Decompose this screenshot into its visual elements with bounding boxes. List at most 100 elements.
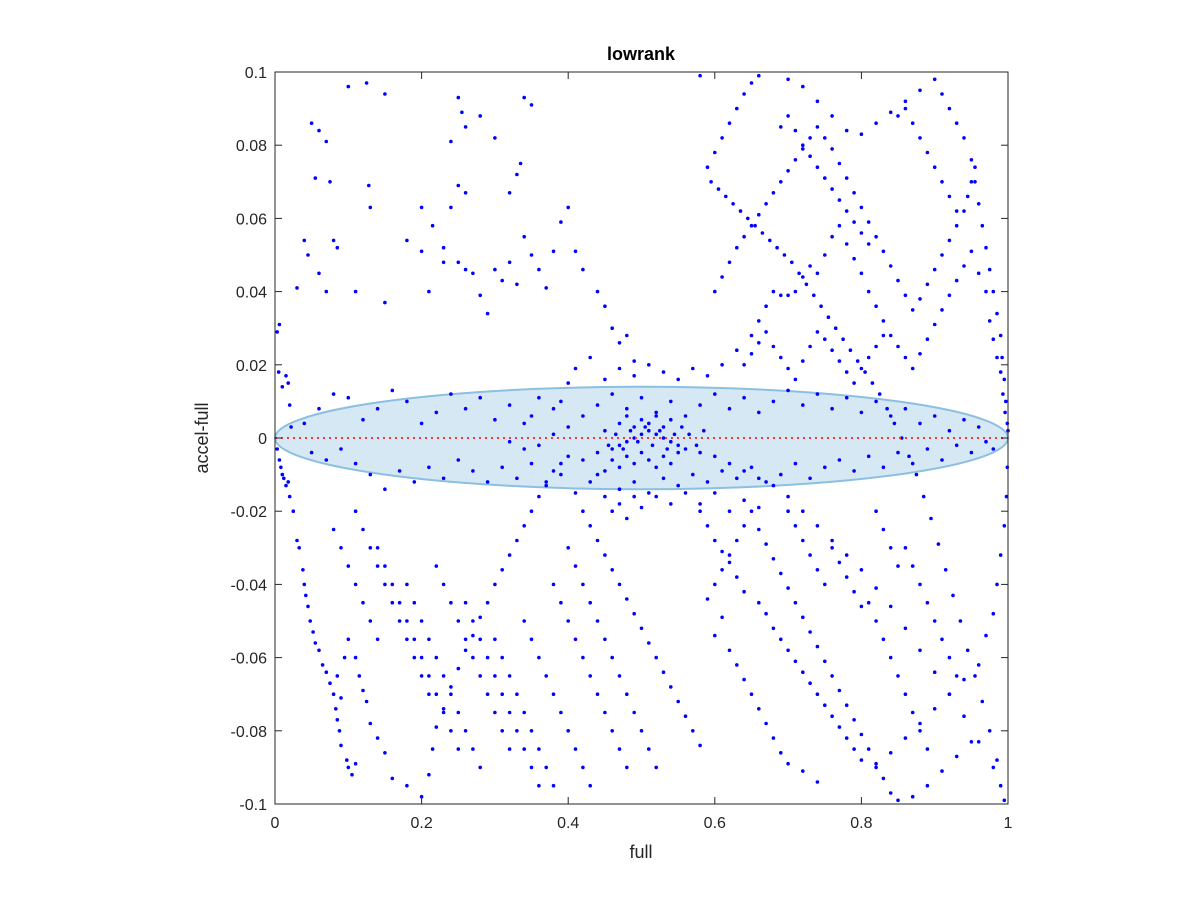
data-point: [881, 527, 886, 532]
data-point: [757, 707, 761, 711]
data-point: [449, 205, 453, 210]
data-point: [617, 366, 622, 371]
data-point: [610, 392, 614, 396]
data-point: [932, 77, 937, 82]
data-point: [698, 403, 702, 407]
data-point: [738, 209, 743, 213]
data-point: [852, 718, 856, 722]
data-point: [804, 282, 809, 287]
data-point: [427, 772, 431, 777]
data-point: [716, 187, 721, 191]
data-point: [529, 637, 534, 642]
data-point: [603, 428, 607, 433]
data-point: [500, 655, 505, 660]
data-point: [544, 480, 548, 484]
data-point: [980, 699, 985, 704]
data-point: [801, 359, 805, 363]
data-point: [859, 758, 864, 762]
data-point: [639, 729, 644, 733]
data-point: [910, 121, 915, 125]
data-point: [1002, 377, 1007, 382]
data-point: [342, 655, 347, 660]
data-point: [405, 783, 409, 788]
data-point: [449, 139, 453, 144]
data-point: [441, 260, 446, 265]
data-point: [295, 286, 299, 290]
data-point: [661, 436, 666, 440]
data-point: [595, 538, 600, 543]
data-point: [823, 337, 827, 342]
data-point: [636, 439, 640, 444]
data-point: [331, 392, 336, 396]
data-point: [441, 582, 446, 587]
data-point: [753, 223, 757, 228]
data-point: [581, 414, 585, 418]
data-point: [859, 732, 864, 737]
data-point: [275, 447, 280, 451]
data-point: [786, 366, 790, 371]
x-tick-label: 0.8: [850, 815, 872, 832]
data-point: [786, 494, 790, 499]
data-point: [683, 491, 688, 495]
data-point: [529, 461, 534, 466]
data-point: [932, 267, 937, 272]
data-point: [837, 223, 842, 228]
data-point: [742, 363, 746, 367]
data-point: [456, 183, 461, 188]
data-point: [779, 355, 783, 360]
data-point: [757, 410, 761, 415]
data-point: [940, 458, 944, 462]
data-point: [650, 443, 655, 448]
data-point: [903, 546, 908, 550]
data-point: [291, 509, 296, 513]
data-point: [603, 377, 607, 382]
data-point: [581, 509, 585, 513]
data-point: [947, 428, 952, 433]
data-point: [837, 560, 842, 565]
data-point: [412, 480, 417, 484]
data-point: [888, 264, 893, 268]
data-point: [896, 278, 900, 283]
data-point: [493, 582, 497, 587]
data-point: [500, 465, 505, 470]
data-point: [456, 95, 461, 100]
data-point: [830, 538, 834, 543]
y-tick-label: 0: [258, 431, 267, 448]
data-point: [918, 352, 922, 356]
data-point: [419, 205, 424, 210]
data-point: [746, 216, 750, 221]
data-point: [308, 619, 313, 623]
data-point: [742, 589, 746, 594]
data-point: [801, 147, 805, 151]
data-point: [797, 271, 801, 276]
data-point: [317, 271, 321, 276]
data-point: [863, 370, 867, 374]
data-point: [449, 692, 453, 696]
data-point: [603, 469, 607, 473]
data-point: [625, 692, 629, 696]
data-point: [815, 568, 820, 572]
data-point: [954, 223, 959, 228]
data-point: [980, 223, 985, 228]
data-point: [742, 677, 746, 682]
data-point: [888, 604, 893, 609]
data-point: [801, 509, 805, 513]
data-point: [309, 121, 314, 125]
data-point: [284, 374, 288, 378]
data-point: [1003, 410, 1007, 415]
data-point: [284, 483, 288, 488]
data-point: [954, 209, 959, 213]
data-point: [537, 747, 541, 751]
data-point: [518, 161, 523, 166]
data-point: [735, 538, 739, 543]
data-point: [910, 710, 915, 715]
data-point: [713, 289, 717, 294]
data-point: [823, 465, 827, 470]
data-point: [559, 710, 563, 715]
data-point: [830, 114, 834, 118]
data-point: [320, 663, 325, 667]
data-point: [705, 597, 710, 601]
data-point: [683, 714, 688, 718]
data-point: [493, 637, 497, 642]
data-point: [925, 747, 930, 751]
